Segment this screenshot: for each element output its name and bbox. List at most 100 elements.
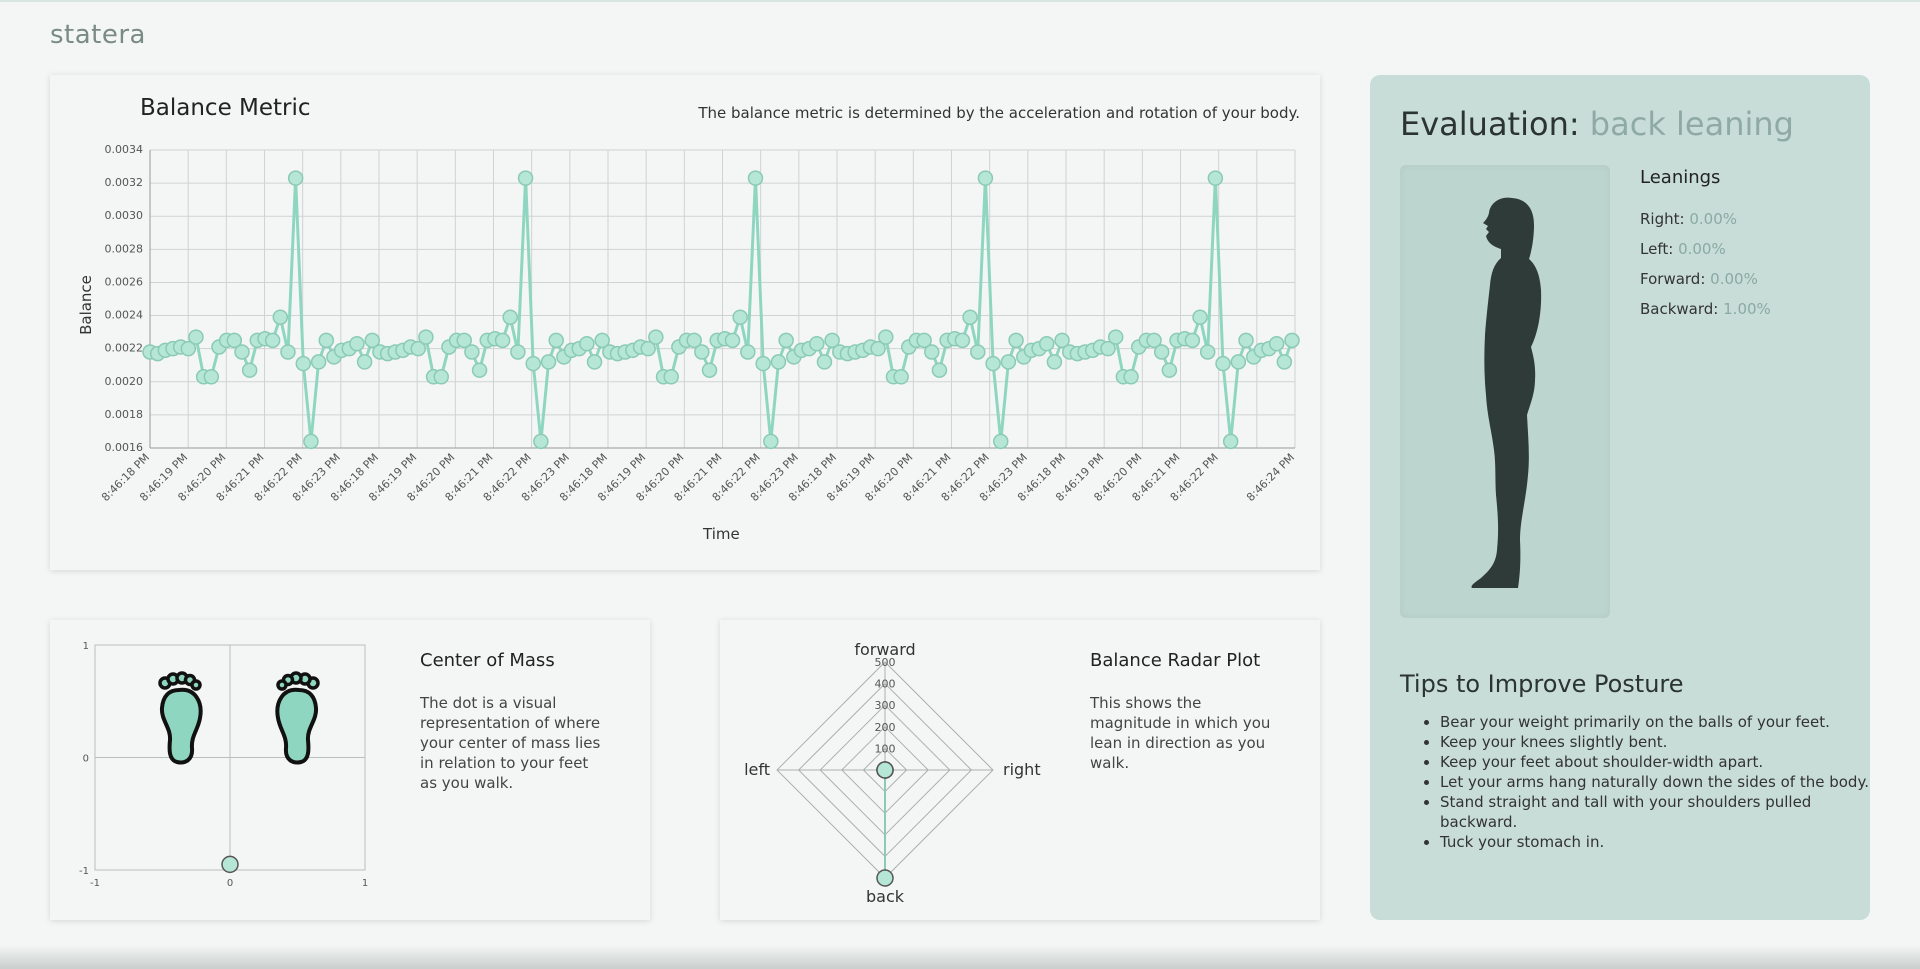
balance-data-point [778,332,794,349]
balance-data-point [893,369,909,385]
balance-data-point [770,354,787,370]
evaluation-heading: Evaluation: back leaning [1400,105,1794,143]
balance-metric-card: 0.0016 0.0018 0.0020 0.0022 0.0024 0.0026 0.00… [50,75,1320,570]
foot-sole [275,687,319,765]
radar-axis-label-left: left [744,760,770,779]
balance-data-point [1222,433,1239,450]
radar-point-left [876,761,894,779]
tip-item: Keep your knees slightly bent. [1440,732,1870,752]
leanings-title: Leanings [1640,167,1721,188]
balance-data-point [740,344,756,360]
balance-data-point [686,332,702,349]
leaning-left: Left: 0.00% [1640,240,1726,258]
balance-data-point [816,354,833,370]
balance-data-point [287,170,304,186]
balance-data-point [755,355,771,372]
balance-data-point [1192,309,1208,325]
com-y-tick-label: -1 [79,866,89,877]
balance-data-point [1284,332,1300,349]
radar-point-back [876,869,894,887]
tip-item: Keep your feet about shoulder-width apar… [1440,752,1870,772]
radar-axis-label-back: back [866,887,905,906]
balance-data-point [310,354,327,370]
radar-tick-label: 100 [875,742,896,755]
balance-data-point [241,362,258,378]
balance-data-point [694,344,710,360]
balance-data-point [456,332,472,349]
balance-data-point [510,344,526,360]
balance-data-point [1000,354,1017,370]
com-x-tick-label: -1 [90,878,100,889]
balance-data-point [1046,354,1063,370]
balance-data-point [349,335,365,352]
balance-data-point [303,433,319,450]
balance-data-point [280,344,296,360]
balance-line-chart: 0.0016 0.0018 0.0020 0.0022 0.0024 0.0026 0.00… [99,143,1300,504]
balance-data-point [188,329,204,345]
leaning-backward: Backward: 1.00% [1640,300,1771,318]
balance-data-point [364,332,381,349]
balance-data-point [356,354,373,370]
leaning-forward: Forward: 0.00% [1640,270,1758,288]
balance-data-point [525,355,541,372]
y-tick-label: 0.0022 [105,342,144,355]
balance-data-point [870,340,886,357]
com-y-tick-label: 1 [83,641,89,652]
com-x-tick-label: 1 [362,878,368,889]
balance-data-point [1161,362,1178,378]
radar-tick-label: 400 [875,678,896,691]
y-tick-label: 0.0024 [105,309,144,322]
tip-item: Tuck your stomach in. [1440,832,1870,852]
y-tick-label: 0.0030 [105,209,144,222]
center-of-mass-dot [221,855,239,874]
center-of-mass-plot: -1 0 1 1 0 -1 [79,641,368,889]
balance-data-point [1276,354,1293,370]
y-tick-label: 0.0016 [105,441,144,454]
com-y-tick-label: 0 [83,754,89,765]
com-x-tick-label: 0 [227,878,233,889]
balance-data-point [763,433,779,450]
balance-data-point [264,332,281,349]
balance-data-point [272,309,289,325]
tip-item: Let your arms hang naturally down the si… [1440,772,1870,792]
balance-data-point [985,355,1001,372]
foot-toe [190,679,202,691]
balance-data-point [471,362,488,378]
y-tick-label: 0.0028 [105,242,144,255]
balance-data-point [977,170,994,186]
app-brand[interactable]: statera [50,20,146,50]
radar-axis-label-right: right [1003,760,1041,779]
balance-data-point [954,332,971,349]
balance-data-point [1268,335,1285,352]
balance-data-point [924,344,940,360]
balance-data-point [1153,344,1170,360]
balance-series-line [149,178,1294,442]
y-tick-label: 0.0018 [105,408,144,421]
balance-data-point [724,332,741,349]
center-of-mass-description: The dot is a visual representation of wh… [420,694,601,792]
balance-chart-title: Balance Metric [140,95,311,121]
evaluation-panel: Evaluation: back leaning Leanings Right:… [1370,75,1870,920]
y-tick-label: 0.0020 [105,375,144,388]
balance-data-point [318,332,335,349]
balance-data-point [640,340,656,357]
top-border [0,0,1920,2]
balance-data-point [533,433,549,450]
balance-data-point [594,332,610,349]
balance-data-point [1184,332,1201,349]
posture-figure-box [1400,165,1610,618]
balance-data-point [226,332,243,349]
balance-data-point [663,369,679,385]
balance-data-point [1100,340,1116,357]
tip-item: Stand straight and tall with your should… [1440,792,1870,832]
balance-x-axis-label: Time [703,525,740,543]
radar-tick-label: 200 [875,721,896,734]
balance-data-point [234,344,250,360]
balance-data-point [494,332,511,349]
balance-data-point [1038,335,1055,352]
balance-data-point [732,309,748,325]
balance-data-point [1215,355,1231,372]
balance-data-point [701,362,718,378]
radar-axis-label-forward: forward [854,640,915,659]
